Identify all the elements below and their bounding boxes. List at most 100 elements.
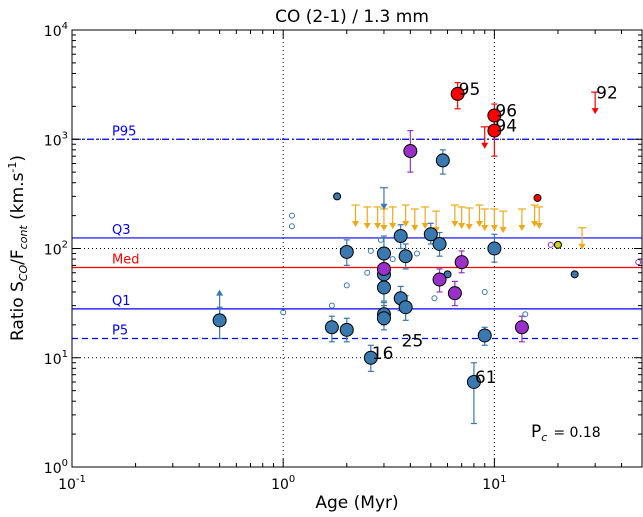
upper-limit-arrow bbox=[465, 223, 473, 230]
upper-limit-arrow bbox=[411, 224, 419, 231]
x-tick-label-base: 10 bbox=[58, 477, 76, 493]
data-point bbox=[339, 244, 354, 259]
data-point bbox=[450, 86, 465, 101]
upper-limit-arrow bbox=[380, 203, 388, 210]
upper-limit-arrow bbox=[481, 224, 489, 231]
y-tick-label-base: 10 bbox=[44, 133, 62, 149]
upper-limit-arrow bbox=[578, 243, 586, 250]
y-tick-label-exp: 3 bbox=[62, 130, 68, 141]
data-point bbox=[333, 192, 342, 201]
upper-limit-arrow bbox=[402, 221, 410, 228]
open-point bbox=[377, 236, 384, 243]
pc-annotation: Pc = 0.18 bbox=[531, 422, 601, 444]
data-point bbox=[376, 246, 391, 261]
open-point bbox=[367, 247, 374, 254]
data-point bbox=[432, 272, 447, 287]
upper-limit-arrow bbox=[374, 222, 382, 229]
upper-limit-arrow bbox=[518, 224, 526, 231]
x-tick-label: 100 bbox=[271, 474, 295, 493]
y-tick-label-exp: 1 bbox=[62, 349, 68, 360]
source-label-96: 96 bbox=[495, 101, 517, 121]
data-point bbox=[376, 280, 391, 295]
data-point bbox=[339, 322, 354, 337]
chart-title: CO (2-1) / 1.3 mm bbox=[275, 7, 429, 27]
y-axis-label-slash: /F bbox=[8, 249, 28, 265]
ref-line-label-q1: Q1 bbox=[112, 294, 131, 309]
data-point bbox=[533, 193, 542, 202]
data-point bbox=[403, 144, 418, 159]
y-tick-label: 104 bbox=[44, 21, 68, 40]
y-tick-label-base: 10 bbox=[44, 243, 62, 259]
pc-symbol: P bbox=[531, 422, 541, 442]
source-label-25: 25 bbox=[402, 331, 424, 351]
data-point bbox=[487, 123, 502, 138]
error-bars bbox=[216, 82, 600, 425]
data-point bbox=[553, 240, 562, 249]
y-tick-label: 103 bbox=[44, 130, 68, 149]
open-point bbox=[635, 259, 642, 266]
x-tick-label-exp: 1 bbox=[500, 474, 506, 485]
data-point bbox=[432, 236, 447, 251]
source-label-92: 92 bbox=[596, 84, 618, 104]
open-point bbox=[522, 311, 529, 318]
y-axis-label-unit: (km.s bbox=[8, 172, 28, 225]
ref-line-label-p5: P5 bbox=[112, 324, 128, 339]
ref-line-label-p95: P95 bbox=[112, 124, 136, 139]
open-point bbox=[343, 282, 350, 289]
y-tick-label-base: 10 bbox=[44, 352, 62, 368]
upper-limit-arrow bbox=[458, 222, 466, 229]
x-axis-label: Age (Myr) bbox=[315, 493, 398, 513]
upper-limit-arrow bbox=[380, 224, 388, 231]
data-point bbox=[212, 313, 227, 328]
source-label-95: 95 bbox=[459, 80, 481, 100]
reference-lines: P95 Q3 Med Q1 P5 bbox=[72, 124, 642, 340]
data-point bbox=[477, 328, 492, 343]
data-point bbox=[570, 270, 579, 279]
y-tick-label-base: 10 bbox=[44, 24, 62, 40]
y-tick-label-base: 10 bbox=[44, 461, 62, 477]
x-tick-label-exp: 0 bbox=[289, 474, 295, 485]
x-tick-label-base: 10 bbox=[482, 477, 500, 493]
y-tick-label-exp: 4 bbox=[62, 21, 68, 32]
upper-limit-arrow bbox=[389, 222, 397, 229]
x-tick-label-exp: -1 bbox=[76, 474, 86, 485]
upper-limit-arrow bbox=[535, 222, 543, 229]
data-point bbox=[398, 300, 413, 315]
data-point bbox=[487, 241, 502, 256]
upper-limit-arrow bbox=[591, 108, 599, 115]
open-point bbox=[389, 256, 396, 263]
upper-limit-arrow bbox=[352, 221, 360, 228]
y-axis-label-sub2: cont bbox=[17, 225, 30, 250]
data-point bbox=[514, 320, 529, 335]
data-point bbox=[466, 374, 481, 389]
open-point bbox=[481, 288, 488, 295]
source-label-16: 16 bbox=[372, 344, 394, 364]
open-point bbox=[328, 302, 335, 309]
x-tick-label: 10-1 bbox=[58, 474, 86, 493]
upper-limit-arrow bbox=[451, 221, 459, 228]
data-point bbox=[363, 350, 378, 365]
open-point bbox=[280, 309, 287, 316]
upper-limit-arrow bbox=[475, 221, 483, 228]
data-point bbox=[324, 320, 339, 335]
ref-line-label-med: Med bbox=[112, 253, 139, 268]
open-point bbox=[547, 241, 554, 248]
y-axis-label-exp: -1 bbox=[6, 162, 19, 173]
pc-subscript: c bbox=[541, 431, 547, 444]
y-tick-label: 102 bbox=[44, 240, 68, 259]
upper-limit-arrow bbox=[363, 222, 371, 229]
data-point bbox=[376, 261, 391, 276]
y-axis-label-main: Ratio S bbox=[8, 281, 28, 341]
x-tick-label-base: 10 bbox=[271, 477, 289, 493]
open-point bbox=[364, 269, 371, 276]
open-point bbox=[431, 295, 438, 302]
y-axis-label-close: ) bbox=[8, 155, 28, 162]
data-point bbox=[435, 153, 450, 168]
y-axis-label-sub1: CO bbox=[17, 265, 30, 282]
upper-limit-arrow bbox=[490, 224, 498, 231]
open-point bbox=[288, 223, 295, 230]
y-tick-label: 101 bbox=[44, 349, 68, 368]
upper-limit-arrow bbox=[421, 222, 429, 229]
